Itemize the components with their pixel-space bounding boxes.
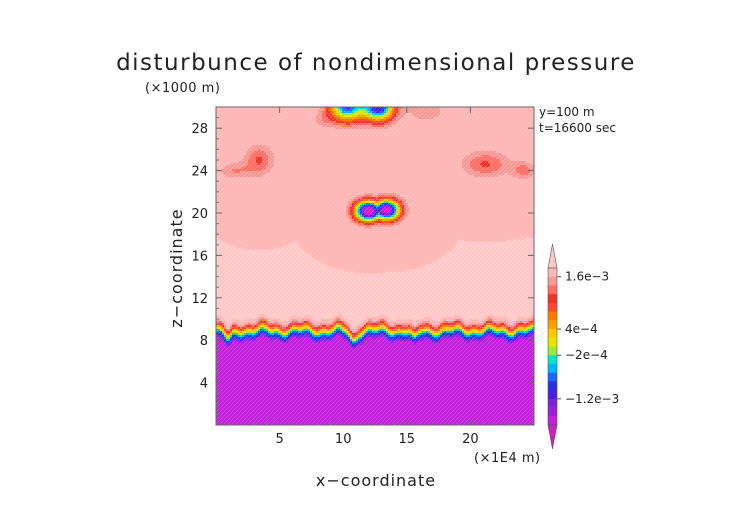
plot-area (216, 107, 534, 425)
chart-title: disturbunce of nondimensional pressure (116, 50, 636, 76)
y-unit-label: (×1000 m) (145, 81, 220, 96)
